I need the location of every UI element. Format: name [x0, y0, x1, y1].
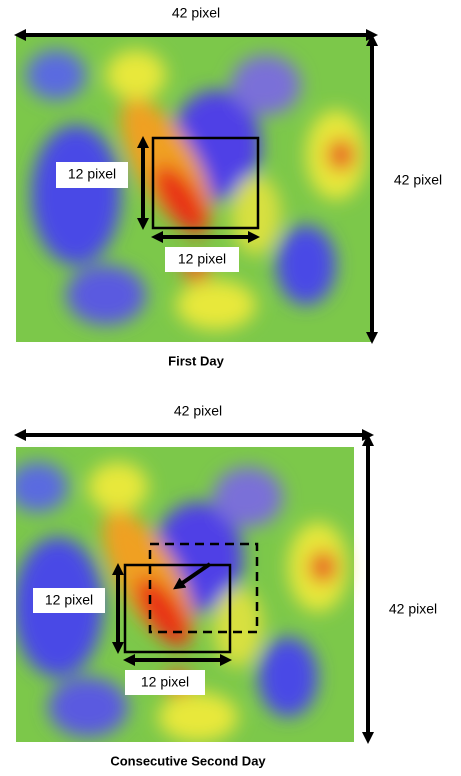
height-label: 42 pixel: [389, 601, 437, 617]
box-width-label: 12 pixel: [178, 251, 226, 267]
box-height-label: 12 pixel: [68, 166, 116, 182]
box-width-label: 12 pixel: [141, 674, 189, 690]
page: 42 pixel 42 pixel 12 pixel 12 pixel Firs…: [0, 0, 461, 776]
heatmap: [16, 35, 372, 342]
width-label: 42 pixel: [174, 403, 222, 419]
diagram: 42 pixel 42 pixel 12 pixel 12 pixel Firs…: [0, 0, 461, 776]
width-label: 42 pixel: [172, 5, 220, 21]
box-height-label: 12 pixel: [45, 592, 93, 608]
caption: Consecutive Second Day: [110, 753, 266, 768]
height-label: 42 pixel: [394, 172, 442, 188]
caption: First Day: [168, 353, 224, 368]
